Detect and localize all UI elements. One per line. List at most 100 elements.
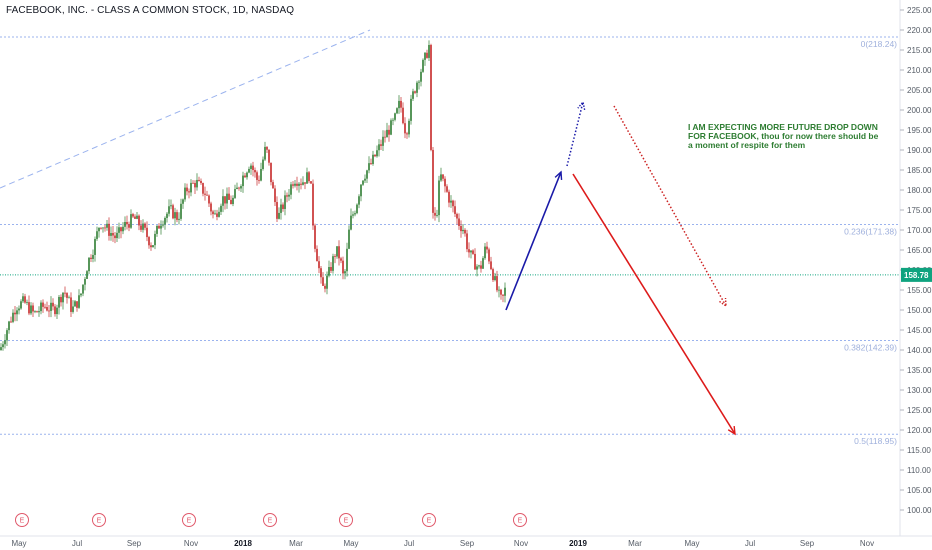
x-tick-label: Jul [72,539,82,548]
candle-body [206,194,208,196]
candle-body [306,172,308,184]
x-tick-label: Jul [404,539,414,548]
candle-body [422,59,424,72]
candle-body [228,193,230,200]
candle-body [82,284,84,294]
candle-body [80,293,82,296]
y-tick-label: 210.00 [907,66,932,75]
chart-annotation: I AM EXPECTING MORE FUTURE DROP DOWN FOR… [688,122,879,150]
candle-body [368,163,370,171]
x-tick-label: Sep [460,539,475,548]
candle-body [54,306,56,315]
x-tick-label: Nov [860,539,874,548]
candle-body [150,245,152,248]
candle-body [94,238,96,255]
earnings-marker-icon[interactable] [15,513,29,527]
candle-body [496,276,498,291]
projection-arrowhead [727,425,736,436]
candle-body [122,226,124,232]
candle-body [226,193,228,204]
candle-body [198,179,200,181]
candle-body [320,268,322,278]
candle-body [450,200,452,203]
candle-body [352,214,354,216]
candle-body [330,267,332,271]
earnings-marker-label: E [344,518,349,525]
candle-body [14,312,16,315]
earnings-marker-icon[interactable] [513,513,527,527]
candle-body [260,169,262,181]
candle-body [348,229,350,249]
candle-body [278,212,280,219]
candle-body [342,260,344,274]
candle-body [118,227,120,233]
candle-body [60,296,62,303]
candle-body [374,154,376,157]
candle-body [312,183,314,226]
candle-body [432,149,434,213]
candle-body [180,203,182,219]
candle-body [452,200,454,207]
earnings-marker-icon[interactable] [263,513,277,527]
candle-body [442,174,444,179]
candle-body [24,296,26,303]
candle-body [136,215,138,219]
candle-body [292,184,294,186]
candle-body [258,179,260,181]
candle-body [190,182,192,193]
fib-level-label: 0(218.24) [861,39,898,49]
candle-body [462,229,464,232]
candle-body [212,211,214,215]
candle-body [354,213,356,215]
candle-body [272,182,274,189]
candle-body [380,144,382,146]
projection-arrowhead [719,297,727,308]
candle-body [236,187,238,190]
candle-body [364,178,366,181]
candle-body [382,136,384,146]
candle-body [472,250,474,254]
earnings-marker-label: E [518,518,523,525]
candle-body [474,253,476,270]
candle-body [492,269,494,281]
candle-body [446,186,448,192]
candle-body [64,292,66,294]
candle-body [244,175,246,178]
candle-body [412,91,414,99]
candle-body [182,199,184,204]
candle-body [384,136,386,138]
candle-body [350,215,352,230]
candle-body [286,195,288,197]
candle-body [430,44,432,150]
earnings-marker-icon[interactable] [182,513,196,527]
candle-body [120,227,122,232]
candle-body [46,307,48,311]
earnings-marker-icon[interactable] [339,513,353,527]
candle-body [362,180,364,185]
candle-body [282,204,284,209]
y-tick-label: 100.00 [907,506,932,515]
candle-body [70,297,72,312]
earnings-marker-icon[interactable] [422,513,436,527]
y-tick-label: 150.00 [907,306,932,315]
candle-body [502,294,504,296]
candle-body [448,191,450,203]
x-tick-label: May [343,539,358,548]
candle-body [116,232,118,239]
candle-body [156,225,158,234]
candle-body [482,258,484,269]
candle-body [220,205,222,212]
candle-body [488,249,490,262]
candle-body [72,306,74,312]
candle-body [238,187,240,189]
candle-body [436,215,438,216]
candle-body [158,225,160,229]
candle-body [274,188,276,203]
candle-body [420,71,422,82]
candle-body [346,248,348,272]
candle-body [32,305,34,312]
candle-body [154,233,156,246]
earnings-marker-icon[interactable] [92,513,106,527]
